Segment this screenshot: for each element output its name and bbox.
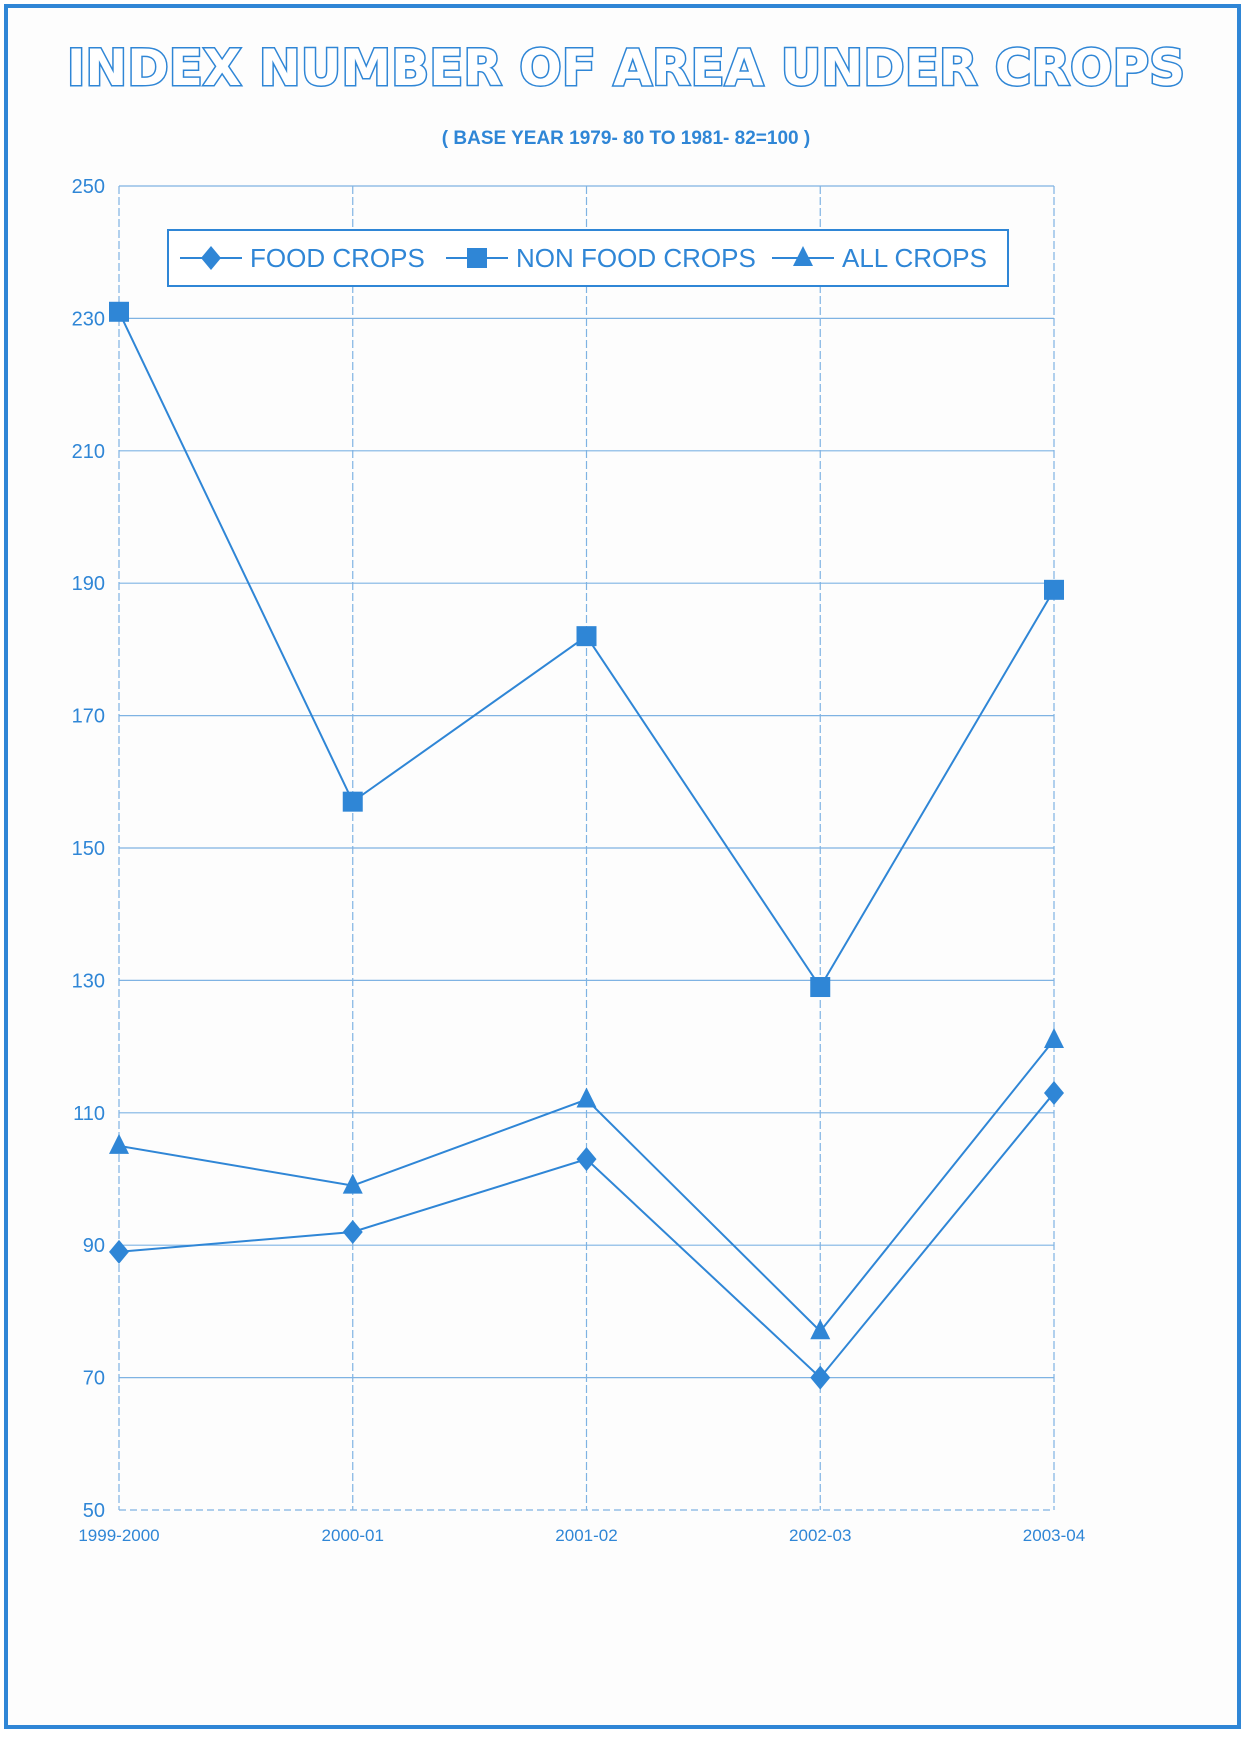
- data-point-food-crops: [109, 1239, 129, 1264]
- data-point-non-food-crops: [576, 626, 597, 647]
- y-tick-label: 50: [83, 1500, 105, 1522]
- data-point-all-crops: [576, 1087, 597, 1108]
- data-point-food-crops: [1044, 1080, 1064, 1105]
- data-point-non-food-crops: [1044, 579, 1064, 600]
- y-tick-label: 250: [72, 176, 105, 198]
- data-point-all-crops: [109, 1133, 129, 1154]
- legend-marker: [793, 246, 813, 266]
- chart-title: INDEX NUMBER OF AREA UNDER CROPS: [67, 39, 1185, 97]
- legend-marker: [467, 248, 487, 268]
- x-tick-label: 2003-04: [1023, 1526, 1085, 1545]
- x-tick-label: 1999-2000: [78, 1526, 159, 1545]
- x-tick-label: 2002-03: [789, 1526, 851, 1545]
- y-tick-label: 170: [72, 706, 105, 728]
- legend-box: [167, 229, 1009, 287]
- line-chart: INDEX NUMBER OF AREA UNDER CROPS ( BASE Y…: [65, 38, 1186, 1546]
- legend-label: NON FOOD CROPS: [516, 243, 756, 273]
- legend-marker: [201, 246, 221, 270]
- data-point-all-crops: [1044, 1027, 1064, 1048]
- data-point-food-crops: [342, 1219, 363, 1244]
- data-point-all-crops: [810, 1319, 831, 1340]
- y-tick-label: 150: [72, 838, 105, 860]
- legend-label: FOOD CROPS: [250, 243, 425, 273]
- chart-frame: INDEX NUMBER OF AREA UNDER CROPS ( BASE Y…: [4, 4, 1241, 1729]
- y-tick-label: 210: [72, 441, 105, 463]
- data-point-non-food-crops: [810, 977, 831, 998]
- y-tick-label: 190: [72, 573, 105, 595]
- data-point-non-food-crops: [109, 301, 129, 322]
- y-tick-label: 90: [83, 1235, 105, 1257]
- y-tick-label: 230: [72, 308, 105, 330]
- x-tick-label: 2001-02: [555, 1526, 617, 1545]
- y-tick-label: 130: [72, 970, 105, 992]
- data-point-food-crops: [576, 1147, 597, 1172]
- data-point-non-food-crops: [342, 791, 363, 812]
- legend-label: ALL CROPS: [842, 243, 987, 273]
- data-point-all-crops: [342, 1173, 363, 1194]
- data-point-food-crops: [810, 1365, 831, 1390]
- x-tick-label: 2000-01: [322, 1526, 384, 1545]
- chart-subtitle: ( BASE YEAR 1979- 80 TO 1981- 82=100 ): [442, 128, 810, 149]
- y-tick-label: 70: [83, 1368, 105, 1390]
- y-tick-label: 110: [73, 1103, 105, 1125]
